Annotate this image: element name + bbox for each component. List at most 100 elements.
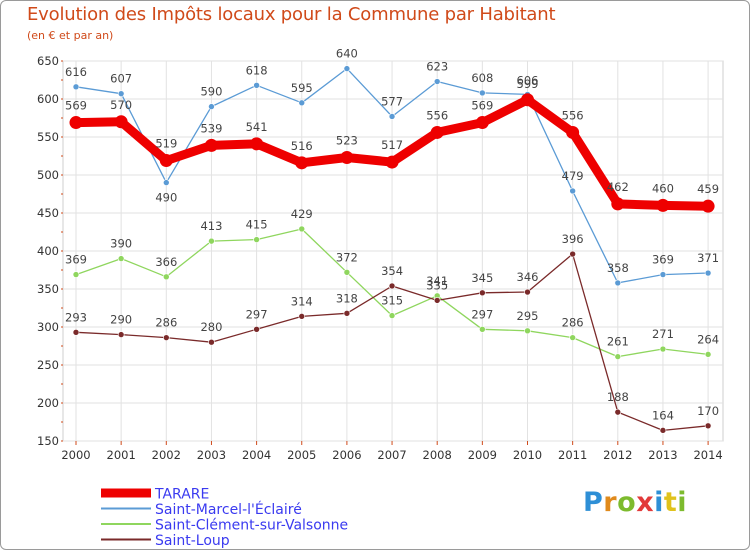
data-label-tarare: 556 [426, 108, 448, 122]
x-tick-label: 2005 [287, 448, 316, 462]
data-label-saint-marcel-l-eclaire: 577 [381, 94, 403, 108]
data-label-saint-loup: 297 [246, 307, 268, 321]
point-saint-marcel-l-eclaire [72, 83, 80, 91]
legend: TARARESaint-Marcel-l'ÉclairéSaint-Clémen… [101, 487, 348, 549]
x-tick-label: 2013 [648, 448, 677, 462]
logo-letter: i [677, 487, 688, 518]
point-saint-clement-sur-valsonne [614, 353, 622, 360]
data-label-saint-loup: 346 [517, 270, 539, 284]
data-label-saint-loup: 354 [381, 264, 403, 278]
data-label-saint-marcel-l-eclaire: 595 [291, 81, 313, 95]
data-label-saint-loup: 345 [471, 271, 493, 285]
data-label-saint-marcel-l-eclaire: 590 [200, 85, 222, 99]
x-tick-label: 2010 [513, 448, 542, 462]
data-label-saint-marcel-l-eclaire: 358 [607, 261, 629, 275]
point-saint-loup [479, 289, 486, 297]
point-tarare [340, 151, 354, 165]
axes: 150 200 250 300 350 400 450 500 550 600 650 2000 200… [37, 54, 723, 462]
data-label-saint-clement-sur-valsonne: 372 [336, 250, 358, 264]
y-tick-label: 350 [37, 282, 59, 296]
y-tick-label: 650 [37, 54, 59, 68]
point-saint-loup [343, 310, 351, 317]
point-tarare [611, 197, 625, 211]
point-tarare [385, 155, 399, 169]
data-label-saint-loup: 170 [697, 404, 719, 418]
data-label-saint-marcel-l-eclaire: 640 [336, 47, 358, 61]
x-tick-label: 2000 [61, 448, 90, 462]
point-saint-loup [163, 334, 170, 341]
data-label-tarare: 519 [155, 137, 177, 151]
logo-letter: i [654, 487, 664, 518]
point-saint-marcel-l-eclaire [343, 65, 351, 72]
point-saint-loup [388, 282, 396, 290]
data-label-saint-loup: 293 [65, 310, 87, 324]
data-label-saint-marcel-l-eclaire: 623 [426, 60, 448, 74]
data-label-saint-clement-sur-valsonne: 286 [562, 316, 584, 330]
point-saint-loup [433, 297, 441, 304]
data-label-saint-clement-sur-valsonne: 415 [246, 218, 268, 232]
legend-label-saint-clement-sur-valsonne: Saint-Clément-sur-Valsonne [155, 518, 348, 534]
point-saint-marcel-l-eclaire [163, 179, 170, 186]
data-label-tarare: 570 [110, 98, 132, 112]
x-tick-label: 2008 [423, 448, 452, 462]
data-label-tarare: 556 [562, 108, 584, 122]
data-label-saint-clement-sur-valsonne: 413 [200, 219, 222, 233]
logo-letter: x [636, 487, 655, 518]
data-label-tarare: 539 [200, 121, 222, 135]
x-tick-label: 2012 [603, 448, 632, 462]
point-saint-clement-sur-valsonne [72, 271, 80, 278]
data-label-tarare: 569 [65, 99, 87, 113]
x-tick-label: 2004 [242, 448, 271, 462]
point-saint-loup [117, 331, 125, 338]
point-saint-clement-sur-valsonne [659, 345, 667, 353]
data-label-saint-marcel-l-eclaire: 608 [471, 71, 493, 85]
y-tick-label: 400 [37, 244, 59, 258]
x-tick-label: 2006 [332, 448, 361, 462]
point-saint-clement-sur-valsonne [343, 268, 351, 276]
point-saint-marcel-l-eclaire [704, 269, 712, 277]
point-saint-loup [253, 325, 260, 333]
x-tick-label: 2009 [468, 448, 497, 462]
point-saint-marcel-l-eclaire [614, 279, 622, 287]
data-label-saint-clement-sur-valsonne: 295 [517, 309, 539, 323]
point-saint-loup [659, 427, 667, 434]
data-label-saint-loup: 318 [336, 291, 358, 305]
point-saint-loup [614, 408, 622, 416]
y-tick-label: 200 [37, 396, 59, 410]
point-saint-marcel-l-eclaire [253, 82, 260, 89]
data-label-tarare: 523 [336, 134, 358, 148]
chart-subtitle: (en € et par an) [27, 29, 114, 42]
point-tarare [250, 137, 264, 151]
data-label-saint-loup: 164 [652, 408, 674, 422]
x-tick-label: 2003 [197, 448, 226, 462]
data-label-saint-marcel-l-eclaire: 479 [562, 169, 584, 183]
data-label-saint-loup: 314 [291, 294, 313, 308]
point-saint-marcel-l-eclaire [433, 78, 441, 85]
data-label-tarare: 459 [697, 182, 719, 196]
data-label-saint-loup: 335 [426, 278, 448, 292]
data-label-saint-loup: 396 [562, 232, 584, 246]
data-label-saint-clement-sur-valsonne: 390 [110, 237, 132, 251]
x-tick-label: 2001 [107, 448, 136, 462]
logo-letter: t [663, 487, 678, 518]
data-label-saint-marcel-l-eclaire: 371 [697, 251, 719, 265]
point-tarare [159, 154, 173, 168]
data-label-saint-clement-sur-valsonne: 261 [607, 335, 629, 349]
point-saint-loup [298, 313, 306, 320]
data-labels: 616 607 490 590 618 595 640 577 623 608 606 479 358 3… [65, 47, 719, 423]
data-label-tarare: 460 [652, 181, 674, 195]
data-label-saint-marcel-l-eclaire: 369 [652, 253, 674, 267]
y-tick-label: 600 [37, 92, 59, 106]
data-label-tarare: 462 [607, 180, 629, 194]
point-tarare [521, 93, 534, 107]
point-saint-clement-sur-valsonne [117, 255, 125, 262]
point-saint-clement-sur-valsonne [524, 327, 531, 335]
point-saint-clement-sur-valsonne [253, 236, 260, 243]
x-tick-label: 2011 [558, 448, 587, 462]
logo-letter: r [603, 487, 618, 518]
point-saint-marcel-l-eclaire [117, 90, 125, 97]
point-saint-loup [704, 422, 712, 430]
grid [62, 60, 724, 442]
point-saint-marcel-l-eclaire [569, 187, 576, 195]
